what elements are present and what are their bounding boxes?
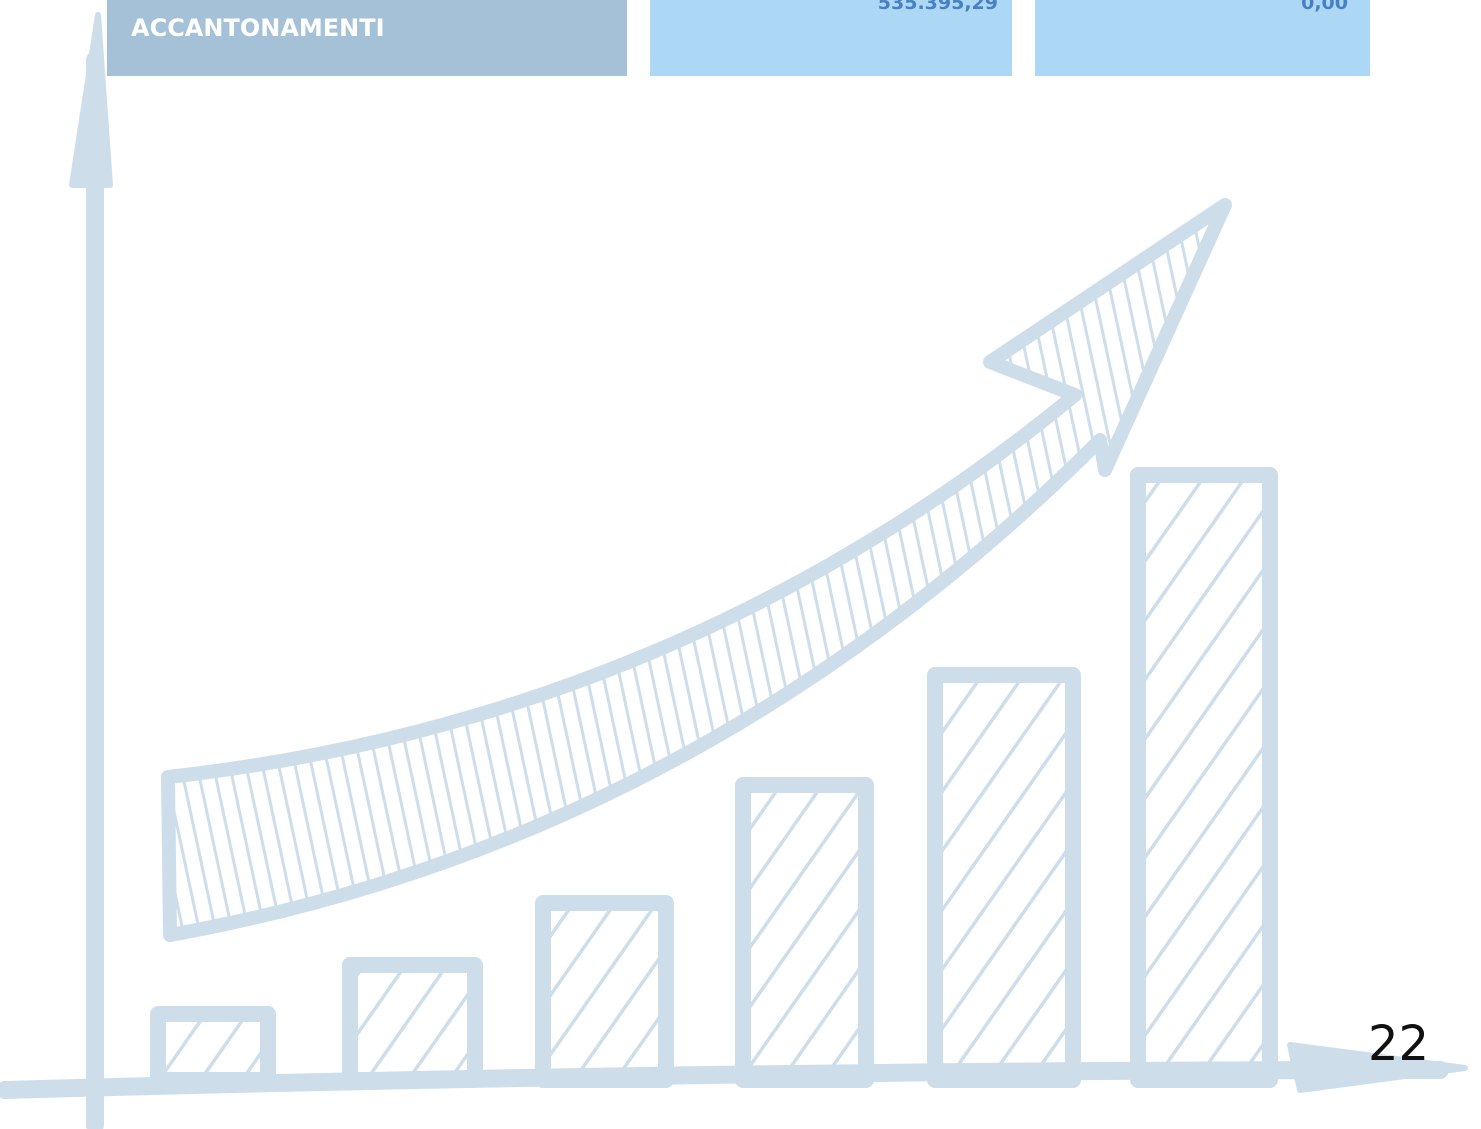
value-cell: 535.395,29 bbox=[650, 0, 1012, 76]
bar bbox=[1130, 467, 1278, 1088]
value: 535.395,29 bbox=[877, 0, 998, 14]
bar bbox=[927, 667, 1081, 1088]
trend-arrow bbox=[161, 198, 1232, 942]
x-arrow bbox=[1287, 1042, 1468, 1093]
bars bbox=[150, 467, 1278, 1088]
bar bbox=[535, 895, 674, 1088]
bar bbox=[342, 957, 483, 1088]
bar bbox=[150, 1006, 276, 1088]
y-arrow bbox=[69, 12, 113, 188]
page-number: 22 bbox=[1368, 1016, 1430, 1072]
row-label: ACCANTONAMENTI bbox=[107, 0, 627, 76]
value: 0,00 bbox=[1301, 0, 1348, 14]
value-cell: 0,00 bbox=[1035, 0, 1370, 76]
bar bbox=[735, 777, 874, 1088]
